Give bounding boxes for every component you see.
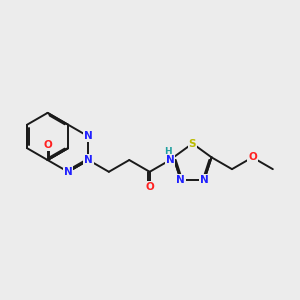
Text: N: N <box>84 131 93 141</box>
Text: O: O <box>248 152 257 162</box>
Text: N: N <box>64 167 72 177</box>
Text: O: O <box>145 182 154 192</box>
Text: S: S <box>189 139 196 148</box>
Text: N: N <box>84 155 93 165</box>
Text: H: H <box>164 147 172 156</box>
Text: N: N <box>176 175 185 185</box>
Text: O: O <box>43 140 52 150</box>
Text: N: N <box>200 175 209 185</box>
Text: N: N <box>166 155 175 165</box>
